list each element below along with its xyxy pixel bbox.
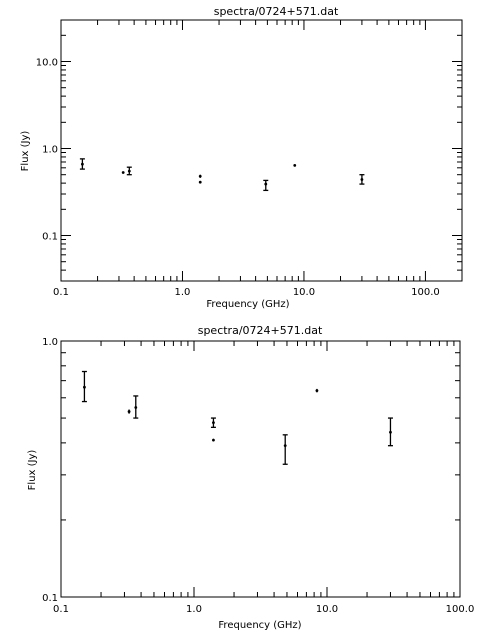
y-tick-label: 1.0 bbox=[42, 145, 58, 156]
axis-ticks bbox=[60, 340, 461, 598]
x-tick-label: 100.0 bbox=[411, 287, 440, 298]
x-tick-label: 0.1 bbox=[53, 604, 69, 615]
data-point bbox=[126, 166, 132, 176]
x-tick-label: 0.1 bbox=[53, 287, 69, 298]
data-point bbox=[359, 174, 365, 185]
x-tick-labels: 0.1 1.0 10.0 100.0 bbox=[53, 287, 440, 298]
point-marker bbox=[127, 410, 131, 413]
data-point bbox=[293, 163, 297, 167]
point-marker bbox=[134, 406, 138, 409]
x-tick-labels: 0.1 1.0 10.0 100.0 bbox=[53, 604, 474, 615]
y-tick-label: 0.1 bbox=[42, 232, 58, 243]
point-marker bbox=[121, 171, 125, 174]
y-tick-labels: 0.1 1.0 bbox=[42, 337, 58, 604]
point-marker bbox=[283, 444, 287, 448]
data-point bbox=[198, 174, 202, 178]
point-marker bbox=[264, 182, 268, 186]
data-point bbox=[79, 158, 85, 170]
point-marker bbox=[198, 180, 202, 184]
x-tick-label: 1.0 bbox=[175, 287, 191, 298]
axis-ticks bbox=[60, 19, 463, 282]
data-point bbox=[282, 434, 288, 465]
x-axis-label: Frequency (GHz) bbox=[218, 620, 301, 631]
x-tick-label: 10.0 bbox=[316, 604, 338, 615]
data-point bbox=[263, 179, 269, 192]
x-tick-label: 1.0 bbox=[186, 604, 202, 615]
point-marker bbox=[293, 163, 297, 167]
point-marker bbox=[212, 438, 215, 442]
x-axis-label: Frequency (GHz) bbox=[206, 299, 289, 310]
data-point bbox=[133, 395, 139, 419]
plot-frame bbox=[60, 340, 461, 598]
point-marker bbox=[315, 389, 319, 393]
data-point bbox=[212, 438, 215, 442]
point-marker bbox=[389, 430, 392, 434]
y-tick-label: 10.0 bbox=[36, 58, 58, 69]
point-marker bbox=[80, 162, 84, 166]
point-marker bbox=[198, 174, 202, 178]
y-tick-label: 0.1 bbox=[42, 593, 58, 604]
spectrum-plot-top: spectra/0724+571.dat 0.1 1.0 10.0 100.0 0.1… bbox=[20, 5, 463, 310]
data-points bbox=[81, 370, 393, 465]
x-tick-label: 10.0 bbox=[293, 287, 315, 298]
plot-frame bbox=[60, 19, 463, 282]
y-tick-label: 1.0 bbox=[42, 337, 58, 348]
data-point bbox=[127, 409, 131, 414]
point-marker bbox=[83, 385, 86, 389]
point-marker bbox=[360, 178, 364, 181]
data-point bbox=[387, 417, 393, 447]
point-marker bbox=[212, 421, 215, 425]
data-point bbox=[210, 417, 216, 428]
data-point bbox=[81, 370, 87, 403]
plot-title: spectra/0724+571.dat bbox=[198, 324, 323, 337]
data-point bbox=[198, 180, 202, 184]
spectrum-plot-bottom: spectra/0724+571.dat 0.1 1.0 10.0 100.0 0.1… bbox=[27, 324, 474, 631]
plot-title: spectra/0724+571.dat bbox=[214, 5, 339, 18]
y-tick-labels: 0.1 1.0 10.0 bbox=[36, 58, 58, 243]
y-axis-label: Flux (Jy) bbox=[20, 131, 31, 172]
y-axis-label: Flux (Jy) bbox=[27, 450, 38, 491]
data-point bbox=[315, 388, 319, 393]
data-points bbox=[79, 158, 365, 192]
point-marker bbox=[127, 169, 131, 173]
x-tick-label: 100.0 bbox=[446, 604, 475, 615]
data-point bbox=[121, 171, 125, 174]
